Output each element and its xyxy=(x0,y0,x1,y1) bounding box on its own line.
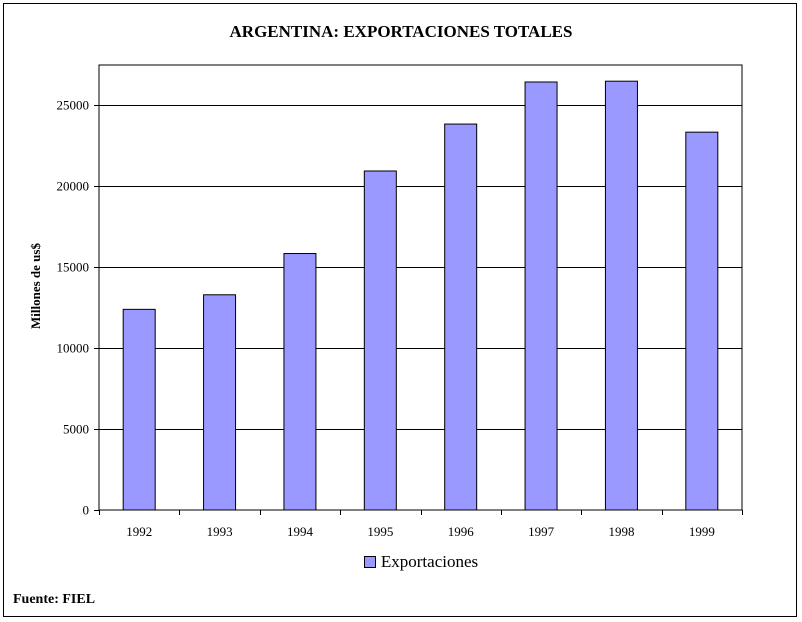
y-tick-label: 15000 xyxy=(57,260,90,275)
y-tick-label: 0 xyxy=(83,503,90,518)
y-tick-label: 25000 xyxy=(57,98,90,113)
y-tick-label: 5000 xyxy=(63,422,89,437)
x-tick-label: 1996 xyxy=(448,524,475,539)
bar-1994 xyxy=(283,253,317,511)
x-axis-ticks: 1992 1993 1994 1995 1996 1997 1998 1999 xyxy=(99,510,743,539)
bar-1999 xyxy=(685,131,719,511)
x-tick-label: 1994 xyxy=(287,524,314,539)
bar-1997 xyxy=(524,81,558,511)
chart-title: ARGENTINA: EXPORTACIONES TOTALES xyxy=(229,22,573,41)
legend-label: Exportaciones xyxy=(380,552,479,571)
plot-area xyxy=(98,64,743,511)
legend-swatch xyxy=(363,556,376,568)
x-tick-label: 1995 xyxy=(367,524,393,539)
legend: Exportaciones xyxy=(292,547,550,577)
x-tick-label: 1993 xyxy=(207,524,233,539)
x-tick-label: 1997 xyxy=(528,524,555,539)
source-note: Fuente: FIEL xyxy=(13,592,96,607)
x-tick-label: 1998 xyxy=(608,524,634,539)
bar-1992 xyxy=(122,308,156,511)
bar-1993 xyxy=(203,294,237,511)
bar-1998 xyxy=(604,80,638,511)
x-tick-label: 1999 xyxy=(689,524,715,539)
y-tick-label: 10000 xyxy=(57,341,90,356)
y-axis-ticks: 0 5000 10000 15000 20000 25000 xyxy=(57,98,99,518)
bar-1995 xyxy=(363,170,397,511)
y-tick-label: 20000 xyxy=(57,179,90,194)
bar-1996 xyxy=(444,123,478,511)
chart-frame xyxy=(3,3,797,617)
x-tick-label: 1992 xyxy=(126,524,152,539)
bars xyxy=(122,80,719,511)
